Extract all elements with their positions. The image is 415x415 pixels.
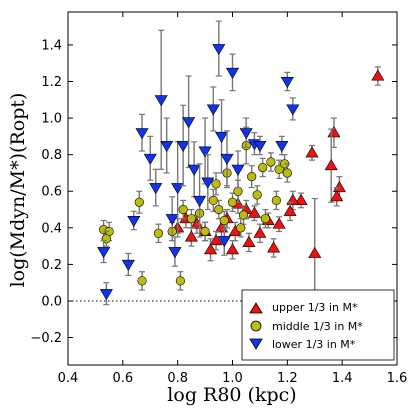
- data-point: [324, 159, 338, 171]
- data-point: [294, 193, 308, 205]
- data-point: [200, 226, 210, 237]
- axis-ticks: 0.4 0.6 0.8 1.0 1.2 1.4 1.6 −0.2 0.0 0.2 0.4 0.6 0.8…: [30, 12, 407, 386]
- data-point: [211, 179, 221, 189]
- data-point: [121, 259, 135, 271]
- y-tick-label: 0.6: [41, 185, 62, 200]
- data-point: [137, 276, 147, 286]
- data-point: [97, 247, 111, 259]
- y-tick-label: 0.2: [41, 258, 62, 273]
- data-point: [236, 223, 246, 233]
- data-point: [184, 230, 198, 242]
- data-point: [267, 241, 281, 253]
- data-point: [178, 204, 188, 215]
- data-point: [231, 164, 245, 176]
- x-axis-title: log R80 (kpc): [167, 384, 296, 406]
- y-tick-label: −0.2: [30, 331, 62, 346]
- legend-marker-lower: [249, 338, 263, 350]
- data-point: [160, 141, 174, 153]
- data-point: [217, 236, 231, 248]
- data-point: [271, 195, 281, 205]
- data-point: [206, 104, 220, 116]
- data-point: [242, 235, 256, 247]
- data-point: [176, 141, 190, 153]
- data-point: [260, 214, 271, 224]
- data-point: [233, 186, 243, 196]
- data-point: [286, 104, 300, 116]
- data-point: [225, 67, 240, 79]
- data-point: [182, 117, 196, 129]
- data-point: [266, 157, 276, 167]
- data-point: [280, 77, 294, 89]
- data-point: [201, 177, 215, 189]
- data-point: [247, 172, 257, 182]
- x-tick-label: 0.6: [112, 371, 133, 386]
- data-point: [215, 131, 229, 143]
- data-point: [253, 226, 267, 238]
- data-point: [219, 215, 229, 226]
- x-tick-label: 1.6: [387, 371, 408, 386]
- legend-label-lower: lower 1/3 in M*: [272, 338, 356, 351]
- data-point: [187, 164, 201, 176]
- data-point: [275, 141, 289, 153]
- data-point: [154, 95, 168, 107]
- y-tick-label: 1.2: [41, 75, 62, 90]
- data-point: [330, 190, 344, 202]
- data-point: [214, 204, 224, 215]
- data-point: [204, 243, 218, 255]
- data-point: [252, 190, 262, 200]
- data-point: [305, 146, 319, 158]
- legend-label-upper: upper 1/3 in M*: [272, 301, 358, 314]
- data-point: [175, 276, 186, 286]
- y-tick-label: 1.0: [41, 112, 62, 127]
- x-tick-label: 0.8: [167, 371, 188, 386]
- y-tick-label: 1.4: [41, 38, 62, 53]
- data-point: [238, 210, 249, 220]
- x-tick-label: 1.4: [332, 371, 353, 386]
- data-point: [149, 183, 163, 195]
- data-point: [272, 217, 286, 229]
- series-lower: [97, 20, 300, 306]
- data-point: [274, 164, 284, 174]
- data-point: [99, 289, 113, 301]
- data-point: [283, 204, 297, 216]
- data-point: [258, 162, 268, 173]
- legend-marker-middle: [250, 320, 262, 332]
- data-point: [209, 234, 223, 246]
- series-middle: [99, 126, 292, 291]
- data-point: [282, 168, 292, 178]
- series-upper: [171, 66, 385, 309]
- data-point: [143, 153, 157, 165]
- data-point: [198, 146, 212, 158]
- legend-box: [241, 289, 395, 361]
- data-point: [153, 228, 164, 238]
- plot-area: [68, 20, 397, 309]
- data-point: [308, 246, 322, 258]
- x-tick-label: 0.4: [58, 371, 79, 386]
- data-point: [371, 69, 385, 81]
- legend: upper 1/3 in M* middle 1/3 in M* lower 1…: [241, 289, 395, 361]
- y-tick-label: 0.8: [41, 148, 62, 163]
- x-tick-label: 1.0: [222, 371, 243, 386]
- y-tick-label: 0.0: [41, 294, 62, 309]
- data-point: [127, 216, 141, 228]
- data-point: [186, 214, 196, 224]
- data-point: [193, 195, 207, 207]
- x-tick-label: 1.2: [277, 371, 298, 386]
- y-axis-title: log(Mdyn/M*)(Ropt): [7, 93, 29, 288]
- data-point: [168, 247, 182, 259]
- legend-marker-upper: [249, 302, 263, 314]
- data-point: [220, 153, 234, 165]
- data-point: [134, 197, 144, 207]
- data-point: [165, 214, 179, 226]
- legend-label-middle: middle 1/3 in M*: [272, 320, 363, 333]
- data-point: [135, 128, 149, 140]
- data-point: [253, 141, 267, 153]
- data-point: [239, 128, 253, 140]
- y-tick-label: 0.4: [41, 221, 62, 236]
- data-point: [225, 243, 240, 255]
- data-point: [212, 44, 226, 56]
